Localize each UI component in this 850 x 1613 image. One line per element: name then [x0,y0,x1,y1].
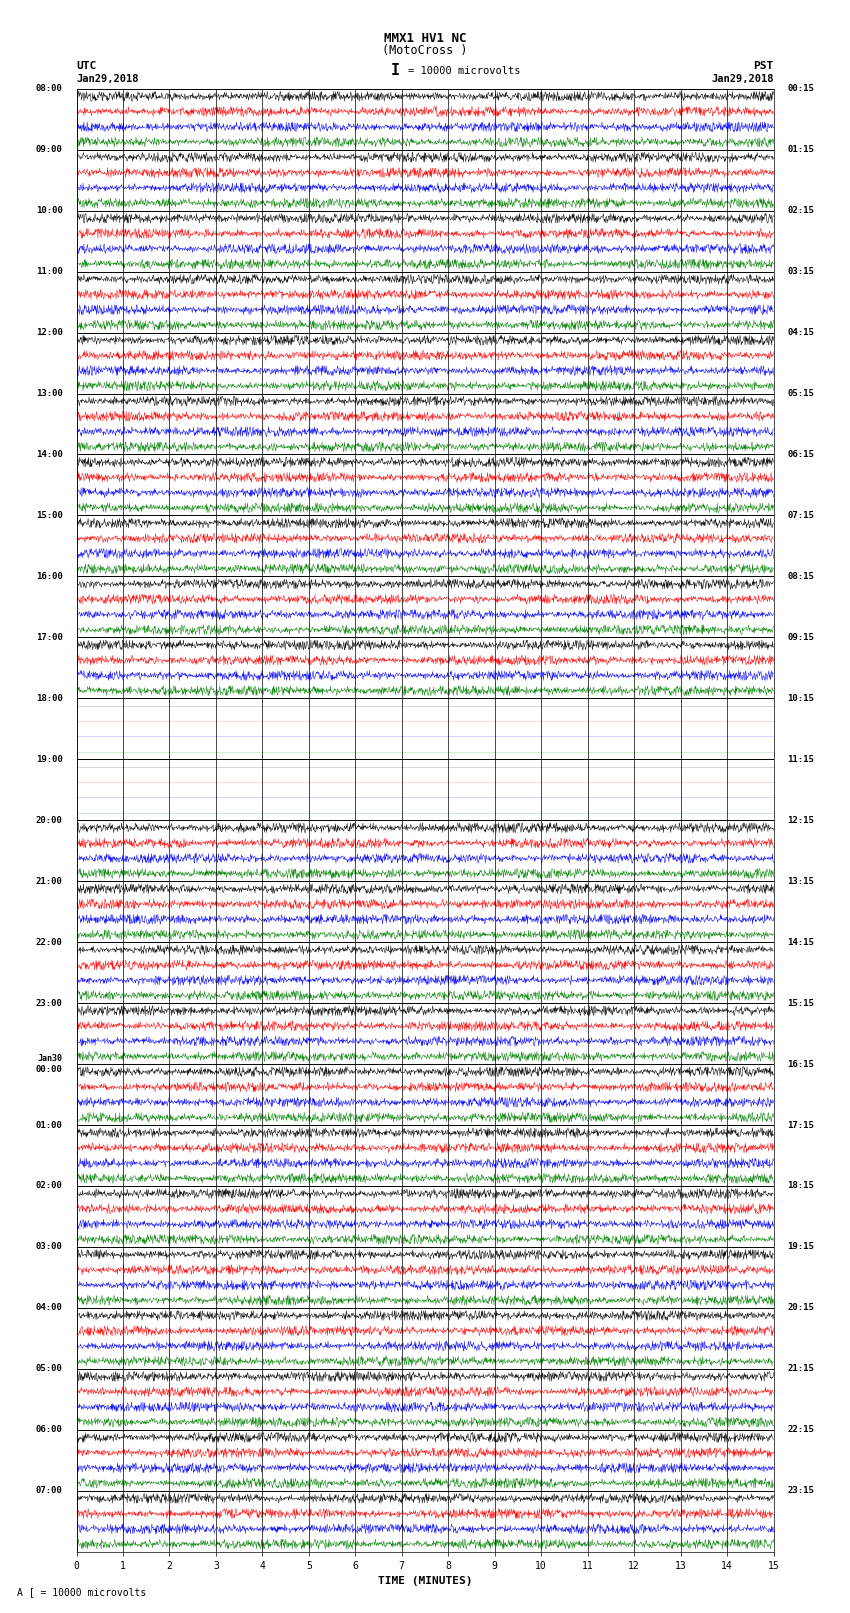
Text: 12:15: 12:15 [787,816,814,824]
Text: 21:15: 21:15 [787,1365,814,1373]
Text: 16:00: 16:00 [36,573,63,581]
Text: 01:15: 01:15 [787,145,814,155]
Text: 04:00: 04:00 [36,1303,63,1313]
Text: 05:15: 05:15 [787,389,814,398]
Text: 02:00: 02:00 [36,1181,63,1190]
Text: 13:15: 13:15 [787,877,814,886]
Text: 02:15: 02:15 [787,206,814,215]
Text: 10:00: 10:00 [36,206,63,215]
Text: 03:00: 03:00 [36,1242,63,1252]
Text: Jan30: Jan30 [37,1055,63,1063]
Text: 10:15: 10:15 [787,694,814,703]
Text: Jan29,2018: Jan29,2018 [711,74,774,84]
Text: 19:00: 19:00 [36,755,63,763]
Text: 13:00: 13:00 [36,389,63,398]
Text: 06:00: 06:00 [36,1426,63,1434]
Text: 00:00: 00:00 [36,1065,63,1074]
Text: 20:15: 20:15 [787,1303,814,1313]
Text: 23:15: 23:15 [787,1486,814,1495]
Text: 18:15: 18:15 [787,1181,814,1190]
Text: 15:15: 15:15 [787,998,814,1008]
X-axis label: TIME (MINUTES): TIME (MINUTES) [377,1576,473,1586]
Text: 05:00: 05:00 [36,1365,63,1373]
Text: 08:15: 08:15 [787,573,814,581]
Text: 19:15: 19:15 [787,1242,814,1252]
Text: 22:15: 22:15 [787,1426,814,1434]
Text: 09:00: 09:00 [36,145,63,155]
Text: = 10000 microvolts: = 10000 microvolts [408,66,520,76]
Text: I: I [391,63,399,79]
Text: 11:15: 11:15 [787,755,814,763]
Text: 20:00: 20:00 [36,816,63,824]
Text: 08:00: 08:00 [36,84,63,94]
Text: 12:00: 12:00 [36,327,63,337]
Text: 18:00: 18:00 [36,694,63,703]
Text: 17:00: 17:00 [36,632,63,642]
Text: 22:00: 22:00 [36,937,63,947]
Text: (MotoCross ): (MotoCross ) [382,44,468,56]
Text: Jan29,2018: Jan29,2018 [76,74,139,84]
Text: UTC: UTC [76,61,97,71]
Text: 21:00: 21:00 [36,877,63,886]
Text: 09:15: 09:15 [787,632,814,642]
Text: 14:00: 14:00 [36,450,63,460]
Text: 01:00: 01:00 [36,1121,63,1129]
Text: A [ = 10000 microvolts: A [ = 10000 microvolts [17,1587,146,1597]
Text: 14:15: 14:15 [787,937,814,947]
Text: PST: PST [753,61,774,71]
Text: 17:15: 17:15 [787,1121,814,1129]
Text: 06:15: 06:15 [787,450,814,460]
Text: 00:15: 00:15 [787,84,814,94]
Text: 07:15: 07:15 [787,511,814,519]
Text: 23:00: 23:00 [36,998,63,1008]
Text: 03:15: 03:15 [787,268,814,276]
Text: 15:00: 15:00 [36,511,63,519]
Text: MMX1 HV1 NC: MMX1 HV1 NC [383,32,467,45]
Text: 07:00: 07:00 [36,1486,63,1495]
Text: 11:00: 11:00 [36,268,63,276]
Text: 04:15: 04:15 [787,327,814,337]
Text: 16:15: 16:15 [787,1060,814,1068]
